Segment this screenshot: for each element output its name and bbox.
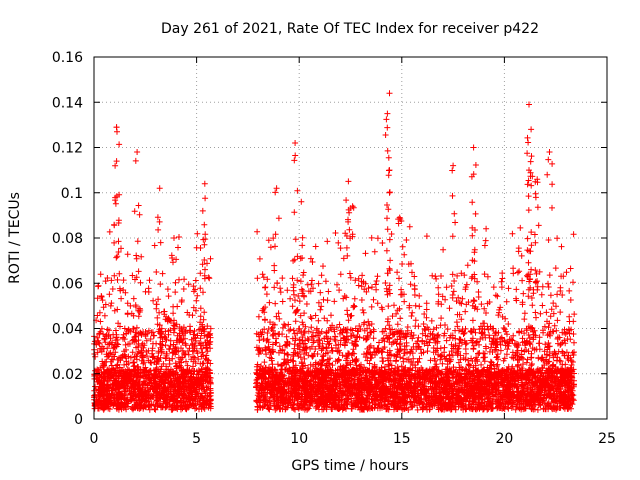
chart-title: Day 261 of 2021, Rate Of TEC Index for r… bbox=[161, 21, 539, 37]
y-tick-label: 0 bbox=[74, 412, 83, 428]
y-tick-label: 0.06 bbox=[52, 276, 83, 292]
x-tick-label: 0 bbox=[90, 431, 99, 447]
y-tick-label: 0.02 bbox=[52, 367, 83, 383]
y-tick-label: 0.16 bbox=[52, 50, 83, 66]
x-tick-label: 10 bbox=[290, 431, 308, 447]
y-axis-label: ROTI / TECUs bbox=[7, 192, 23, 284]
roti-series-points bbox=[91, 90, 578, 413]
y-tick-label: 0.12 bbox=[52, 141, 83, 157]
y-tick-label: 0.04 bbox=[52, 322, 83, 338]
y-tick-label: 0.14 bbox=[52, 95, 83, 111]
x-tick-label: 5 bbox=[192, 431, 201, 447]
y-tick-label: 0.08 bbox=[52, 231, 83, 247]
axis-ticks: 0 5 10 15 20 25 0 0.02 0.04 0.06 0.08 0.1 0.12 0.14 0.… bbox=[52, 50, 616, 447]
x-tick-label: 15 bbox=[393, 431, 411, 447]
x-tick-label: 25 bbox=[598, 431, 616, 447]
x-axis-label: GPS time / hours bbox=[291, 458, 408, 474]
y-tick-label: 0.1 bbox=[61, 186, 83, 202]
data-points bbox=[91, 90, 578, 413]
x-tick-label: 20 bbox=[495, 431, 513, 447]
